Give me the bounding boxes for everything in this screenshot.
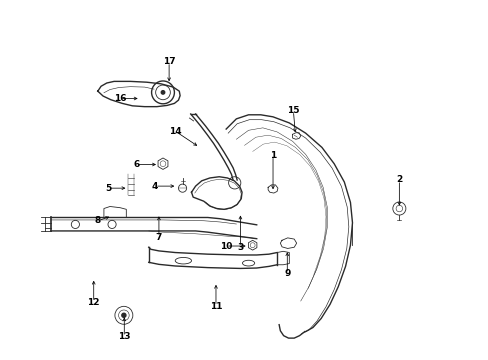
Text: 7: 7 <box>155 233 162 242</box>
Text: 17: 17 <box>163 57 175 66</box>
Text: 3: 3 <box>237 243 243 252</box>
Text: 13: 13 <box>118 332 130 341</box>
Text: 5: 5 <box>104 184 111 193</box>
Text: 1: 1 <box>269 151 276 160</box>
Text: 16: 16 <box>114 94 126 103</box>
Text: 8: 8 <box>95 216 101 225</box>
Text: 14: 14 <box>168 127 181 136</box>
Text: 15: 15 <box>286 106 299 115</box>
Circle shape <box>160 90 165 95</box>
Text: 10: 10 <box>220 242 232 251</box>
Text: 6: 6 <box>133 160 140 169</box>
Text: 2: 2 <box>395 175 402 184</box>
Text: 12: 12 <box>87 298 100 307</box>
Text: 4: 4 <box>151 181 158 190</box>
Text: 9: 9 <box>284 269 290 278</box>
Circle shape <box>122 313 125 317</box>
Text: 11: 11 <box>209 302 222 311</box>
